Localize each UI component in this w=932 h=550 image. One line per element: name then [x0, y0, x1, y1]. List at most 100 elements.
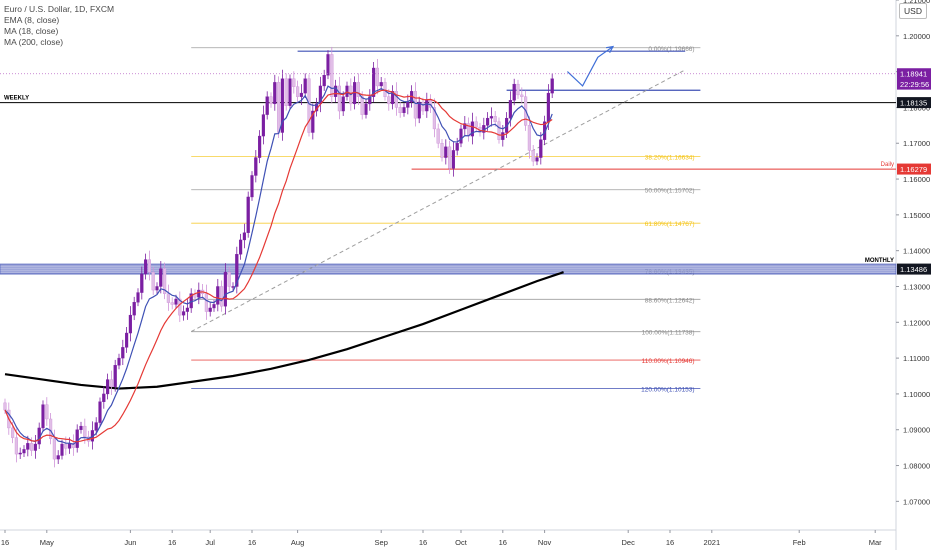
x-tick-label: Feb: [793, 538, 806, 547]
candles-group: [3, 46, 554, 468]
candle-body: [14, 437, 18, 455]
candle-body: [337, 85, 341, 112]
candle-body: [197, 289, 201, 298]
candle-body: [413, 91, 417, 119]
x-tick-label: Dec: [622, 538, 636, 547]
candle-body: [227, 271, 231, 287]
candle-body: [520, 94, 524, 97]
candle-body: [455, 143, 459, 151]
candle-body: [486, 117, 490, 126]
y-tick-label: 1.09000: [903, 426, 930, 435]
candle-body: [212, 304, 216, 309]
ema8-line: [4, 85, 553, 445]
candle-body: [132, 302, 136, 316]
candle-body: [71, 443, 75, 448]
candle-body: [235, 254, 239, 287]
candle-body: [493, 116, 497, 122]
projection-arrow-head: [605, 45, 615, 53]
candle-body: [94, 422, 98, 431]
candle-body: [299, 92, 303, 97]
candle-body: [159, 268, 163, 287]
candle-body: [30, 443, 34, 451]
candle-body: [33, 443, 37, 451]
candle-body: [421, 101, 425, 112]
fib-level-label: 120.00%(1.10153): [641, 386, 695, 393]
weekly-label: WEEKLY: [4, 96, 29, 102]
currency-button[interactable]: USD: [899, 3, 927, 19]
y-tick-label: 1.20000: [903, 32, 930, 41]
candle-body: [79, 425, 83, 430]
candle-body: [121, 347, 125, 359]
candle-body: [258, 135, 262, 158]
candle-body: [216, 286, 220, 305]
x-tick-label: May: [40, 538, 54, 547]
x-tick-label: 16: [1, 538, 9, 547]
candle-body: [516, 83, 520, 96]
x-tick-label: 16: [419, 538, 427, 547]
candle-body: [265, 96, 269, 115]
candle-body: [113, 365, 117, 387]
candle-body: [284, 78, 288, 106]
candle-body: [508, 100, 512, 119]
candle-body: [45, 404, 49, 420]
x-tick-label: Mar: [869, 538, 882, 547]
x-tick-label: 16: [168, 538, 176, 547]
level-price-tag-bg: [897, 97, 931, 109]
level-price-tag: 1.16279: [900, 165, 927, 174]
y-tick-label: 1.16000: [903, 175, 930, 184]
candle-body: [360, 96, 364, 115]
y-tick-label: 1.13000: [903, 282, 930, 291]
candle-body: [238, 239, 243, 255]
y-tick-label: 1.08000: [903, 462, 930, 471]
candle-body: [459, 128, 463, 144]
candle-body: [356, 82, 360, 97]
chart-legend: Euro / U.S. Dollar, 1D, FXCM EMA (8, clo…: [4, 4, 114, 48]
candle-body: [296, 86, 300, 97]
candle-body: [436, 128, 440, 144]
candle-body: [269, 96, 273, 105]
candle-body: [451, 150, 455, 169]
fib-level-label: 38.20%(1.16634): [645, 154, 695, 161]
y-tick-label: 1.21000: [903, 0, 930, 5]
candle-body: [60, 443, 64, 456]
level-price-tag: 1.18135: [900, 99, 927, 108]
y-tick-label: 1.11000: [903, 354, 930, 363]
x-tick-label: 16: [666, 538, 674, 547]
x-tick-label: Nov: [538, 538, 552, 547]
candle-body: [546, 92, 550, 122]
candle-body: [292, 78, 296, 87]
candle-body: [75, 429, 79, 448]
legend-ma18: MA (18, close): [4, 26, 59, 36]
candle-body: [550, 78, 554, 94]
monthly-label: MONTHLY: [865, 258, 894, 264]
candle-body: [140, 273, 144, 293]
y-tick-label: 1.10000: [903, 390, 930, 399]
projection-arrow: [566, 46, 614, 87]
candle-body: [124, 332, 129, 348]
x-tick-label: Aug: [291, 538, 304, 547]
candle-body: [402, 107, 406, 114]
candle-body: [261, 114, 265, 137]
candle-body: [26, 443, 30, 450]
candle-body: [539, 139, 543, 158]
candle-body: [117, 357, 121, 366]
candle-body: [470, 121, 474, 137]
candle-body: [246, 196, 250, 233]
current-price-tag-bg: [897, 68, 931, 80]
fib-level-label: 110.00%(1.10946): [642, 358, 695, 365]
candle-body: [448, 146, 452, 169]
y-tick-label: 1.15000: [903, 211, 930, 220]
candle-body: [391, 91, 395, 105]
ma200-line: [4, 271, 564, 390]
candle-body: [334, 85, 338, 97]
candle-body: [3, 402, 7, 411]
x-tick-label: Jul: [205, 538, 215, 547]
candle-body: [372, 67, 376, 97]
candle-body: [178, 298, 182, 316]
candle-body: [181, 311, 186, 316]
countdown-tag: 22:29:56: [900, 80, 929, 89]
x-tick-label: 16: [248, 538, 256, 547]
candle-body: [204, 293, 208, 312]
candle-body: [185, 307, 189, 312]
